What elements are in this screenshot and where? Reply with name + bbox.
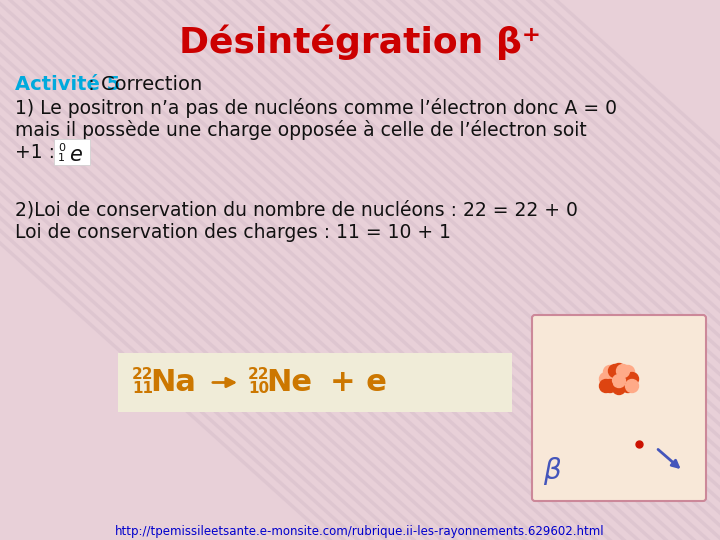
FancyBboxPatch shape [54, 139, 90, 165]
Text: Activité 5: Activité 5 [15, 76, 120, 94]
Text: 11: 11 [132, 381, 153, 396]
Circle shape [608, 373, 621, 386]
Text: +1 :: +1 : [15, 143, 55, 161]
Text: 0: 0 [58, 143, 65, 153]
Text: 2)Loi de conservation du nombre de nucléons : 22 = 22 + 0: 2)Loi de conservation du nombre de nuclé… [15, 200, 578, 219]
Text: 10: 10 [248, 381, 269, 396]
Text: 1: 1 [58, 153, 65, 163]
Text: 22: 22 [248, 367, 269, 382]
Circle shape [600, 380, 613, 393]
Text: 1) Le positron n’a pas de nucléons comme l’électron donc A = 0: 1) Le positron n’a pas de nucléons comme… [15, 98, 617, 118]
Circle shape [603, 380, 616, 393]
Circle shape [613, 363, 626, 376]
FancyBboxPatch shape [532, 315, 706, 501]
Text: : Correction: : Correction [82, 76, 202, 94]
Circle shape [613, 375, 626, 388]
Text: Désintégration β⁺: Désintégration β⁺ [179, 24, 541, 60]
Text: Ne: Ne [266, 368, 312, 397]
Circle shape [616, 373, 629, 386]
Circle shape [626, 373, 639, 386]
Text: mais il possède une charge opposée à celle de l’électron soit: mais il possède une charge opposée à cel… [15, 120, 587, 140]
Text: Na: Na [150, 368, 196, 397]
Circle shape [603, 366, 616, 379]
Text: http://tpemissileetsante.e-monsite.com/rubrique.ii-les-rayonnements.629602.html: http://tpemissileetsante.e-monsite.com/r… [115, 525, 605, 538]
Circle shape [626, 380, 639, 393]
Text: e: e [69, 145, 82, 165]
Text: 22: 22 [132, 367, 153, 382]
Text: Loi de conservation des charges : 11 = 10 + 1: Loi de conservation des charges : 11 = 1… [15, 222, 451, 241]
Circle shape [621, 366, 634, 379]
Circle shape [616, 364, 629, 377]
Circle shape [600, 373, 613, 386]
FancyBboxPatch shape [118, 353, 512, 412]
Circle shape [621, 380, 634, 393]
Circle shape [613, 381, 626, 395]
Circle shape [608, 364, 621, 377]
Text: β: β [543, 457, 561, 485]
Text: + e: + e [330, 368, 387, 397]
